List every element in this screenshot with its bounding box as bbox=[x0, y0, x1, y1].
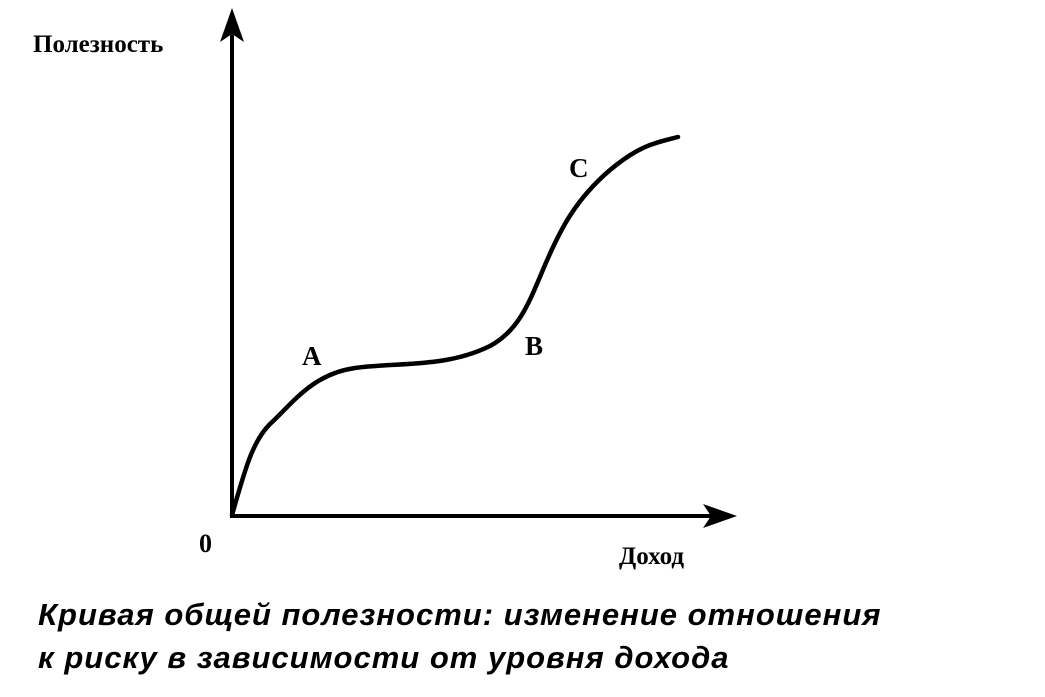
caption-line: к риску в зависимости от уровня дохода bbox=[38, 640, 730, 675]
point-label: A bbox=[302, 341, 322, 371]
x-axis-arrow bbox=[703, 504, 737, 528]
origin-label: 0 bbox=[199, 529, 212, 558]
y-axis-arrow bbox=[220, 8, 244, 42]
y-axis-label: Полезность bbox=[33, 31, 163, 58]
point-label: B bbox=[525, 331, 543, 361]
point-label: C bbox=[569, 153, 589, 183]
caption-line: Кривая общей полезности: изменение отнош… bbox=[38, 597, 882, 632]
x-axis-label: Доход bbox=[619, 543, 684, 570]
utility-curve bbox=[229, 134, 681, 518]
